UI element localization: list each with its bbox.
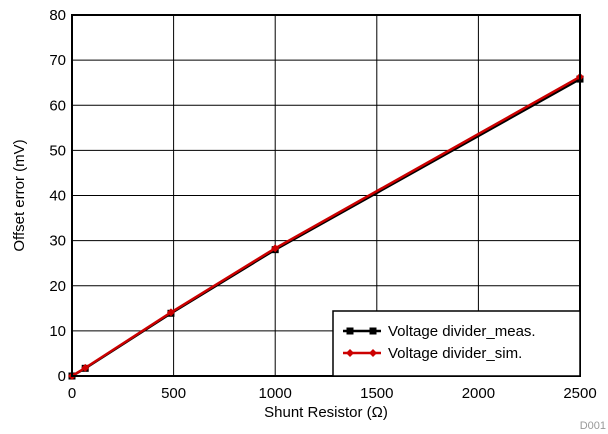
figure-id-footnote: D001: [580, 420, 606, 432]
data-point: [271, 244, 280, 253]
legend-item: Voltage divider_meas.: [343, 323, 536, 340]
y-tick-label: 60: [49, 97, 66, 114]
legend-label: Voltage divider_meas.: [388, 323, 536, 340]
grid-lines: [72, 15, 580, 376]
x-axis-label: Shunt Resistor (Ω): [264, 404, 388, 421]
data-point: [346, 327, 354, 335]
y-tick-label: 40: [49, 188, 66, 205]
plot-area-frame: [71, 14, 581, 377]
x-tick-label: 2500: [563, 385, 596, 402]
x-tick-label: 0: [68, 385, 76, 402]
y-tick-label: 70: [49, 52, 66, 69]
series-sim: [68, 72, 584, 380]
legend-label: Voltage divider_sim.: [388, 345, 522, 362]
x-axis-ticks: 0 500 1000 1500 2000 2500: [68, 385, 597, 402]
data-point: [369, 349, 377, 357]
y-tick-label: 10: [49, 323, 66, 340]
legend-box: [332, 310, 581, 377]
y-axis-label: Offset error (mV): [11, 139, 28, 251]
y-tick-label: 50: [49, 142, 66, 159]
x-tick-label: 500: [161, 385, 186, 402]
x-tick-label: 1000: [259, 385, 292, 402]
x-tick-label: 2000: [462, 385, 495, 402]
y-tick-label: 80: [49, 7, 66, 24]
data-point: [81, 363, 90, 372]
y-tick-label: 20: [49, 278, 66, 295]
legend-item: Voltage divider_sim.: [343, 345, 522, 362]
data-point: [346, 349, 354, 357]
x-tick-label: 1500: [360, 385, 393, 402]
data-point: [166, 308, 175, 317]
legend: Voltage divider_meas. Voltage divider_sim…: [332, 310, 581, 377]
y-tick-label: 0: [58, 368, 66, 385]
y-tick-label: 30: [49, 233, 66, 250]
y-axis-ticks: 0 10 20 30 40 50 60 70 80: [49, 7, 66, 385]
data-point: [369, 327, 377, 335]
